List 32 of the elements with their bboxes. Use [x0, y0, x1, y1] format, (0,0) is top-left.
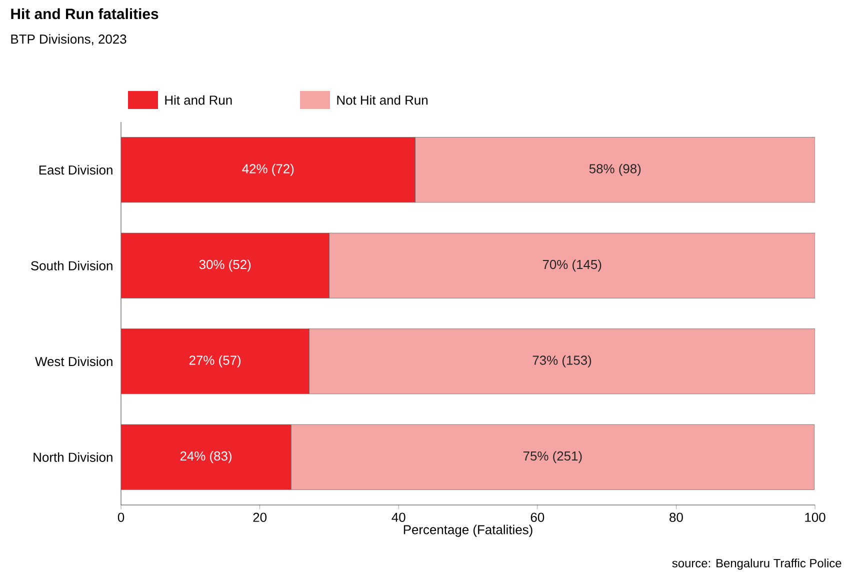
data-label: 42% (72): [242, 164, 294, 176]
x-axis-title: Percentage (Fatalities): [404, 524, 532, 537]
bar: [121, 424, 292, 490]
x-tick-label: 60: [530, 512, 544, 522]
bar: [121, 232, 330, 298]
data-label: 58% (98): [589, 164, 641, 176]
bar: [290, 424, 815, 490]
y-tick-label: South Division: [31, 260, 112, 270]
bar: [308, 328, 816, 394]
data-label: 27% (57): [189, 355, 241, 368]
x-tick-label: 80: [670, 512, 683, 522]
x-tick-label: 100: [805, 512, 826, 522]
data-label: 73% (153): [532, 355, 592, 368]
x-tick-label: 20: [253, 512, 267, 522]
legend-label: Hit and Run: [165, 95, 232, 105]
x-tick-label: 40: [392, 512, 406, 522]
chart-subtitle: BTP Divisions, 2023: [11, 34, 126, 46]
y-tick-label: West Division: [35, 356, 112, 366]
bar: [121, 137, 416, 203]
x-tick-label: 0: [118, 512, 124, 522]
bar: [415, 137, 816, 203]
data-label: 30% (52): [199, 260, 251, 272]
y-tick-label: North Division: [34, 452, 112, 462]
data-label: 70% (145): [542, 260, 602, 272]
chart-title: Hit and Run fatalities: [11, 8, 158, 20]
legend-label: Not Hit and Run: [337, 95, 428, 105]
bar: [121, 328, 310, 394]
data-label: 75% (251): [523, 451, 582, 464]
y-tick-label: East Division: [39, 165, 112, 175]
data-label: 24% (83): [180, 451, 232, 464]
bar: [329, 232, 816, 298]
source-note: source: Bengaluru Traffic Police: [672, 558, 842, 570]
